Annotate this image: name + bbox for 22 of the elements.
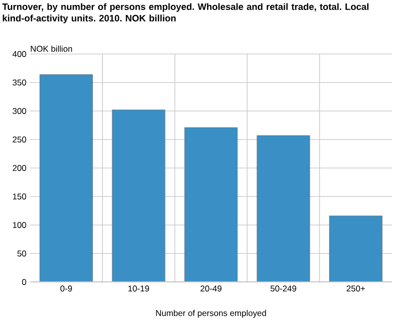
bar (40, 74, 93, 282)
y-tick-label: 0 (22, 279, 26, 285)
bar (112, 110, 166, 282)
chart-title: Turnover, by number of persons employed. Wholesale and retail trade, total. Local kind-of-activity units. 2010. NOK billion (2, 3, 368, 24)
y-tick-label: 50 (17, 250, 26, 256)
bar (184, 128, 238, 282)
y-tick-label: 300 (12, 108, 26, 114)
x-tick-label: 0-9 (60, 286, 72, 292)
bar (329, 216, 382, 282)
x-tick-label: 10-19 (128, 286, 150, 292)
x-tick-label: 20-49 (200, 286, 222, 292)
y-tick-label: 250 (12, 136, 26, 142)
y-tick-label: 100 (12, 222, 26, 228)
x-axis-title: Number of persons employed (156, 310, 266, 318)
x-tick-label: 50-249 (270, 286, 296, 292)
y-tick-label: 200 (12, 165, 26, 171)
y-tick-label: 350 (12, 80, 26, 86)
y-tick-label: 400 (12, 51, 26, 57)
y-axis-title: NOK billion (30, 46, 72, 52)
y-tick-label: 150 (12, 194, 26, 200)
bar (256, 136, 310, 282)
x-tick-label: 250+ (346, 286, 365, 292)
